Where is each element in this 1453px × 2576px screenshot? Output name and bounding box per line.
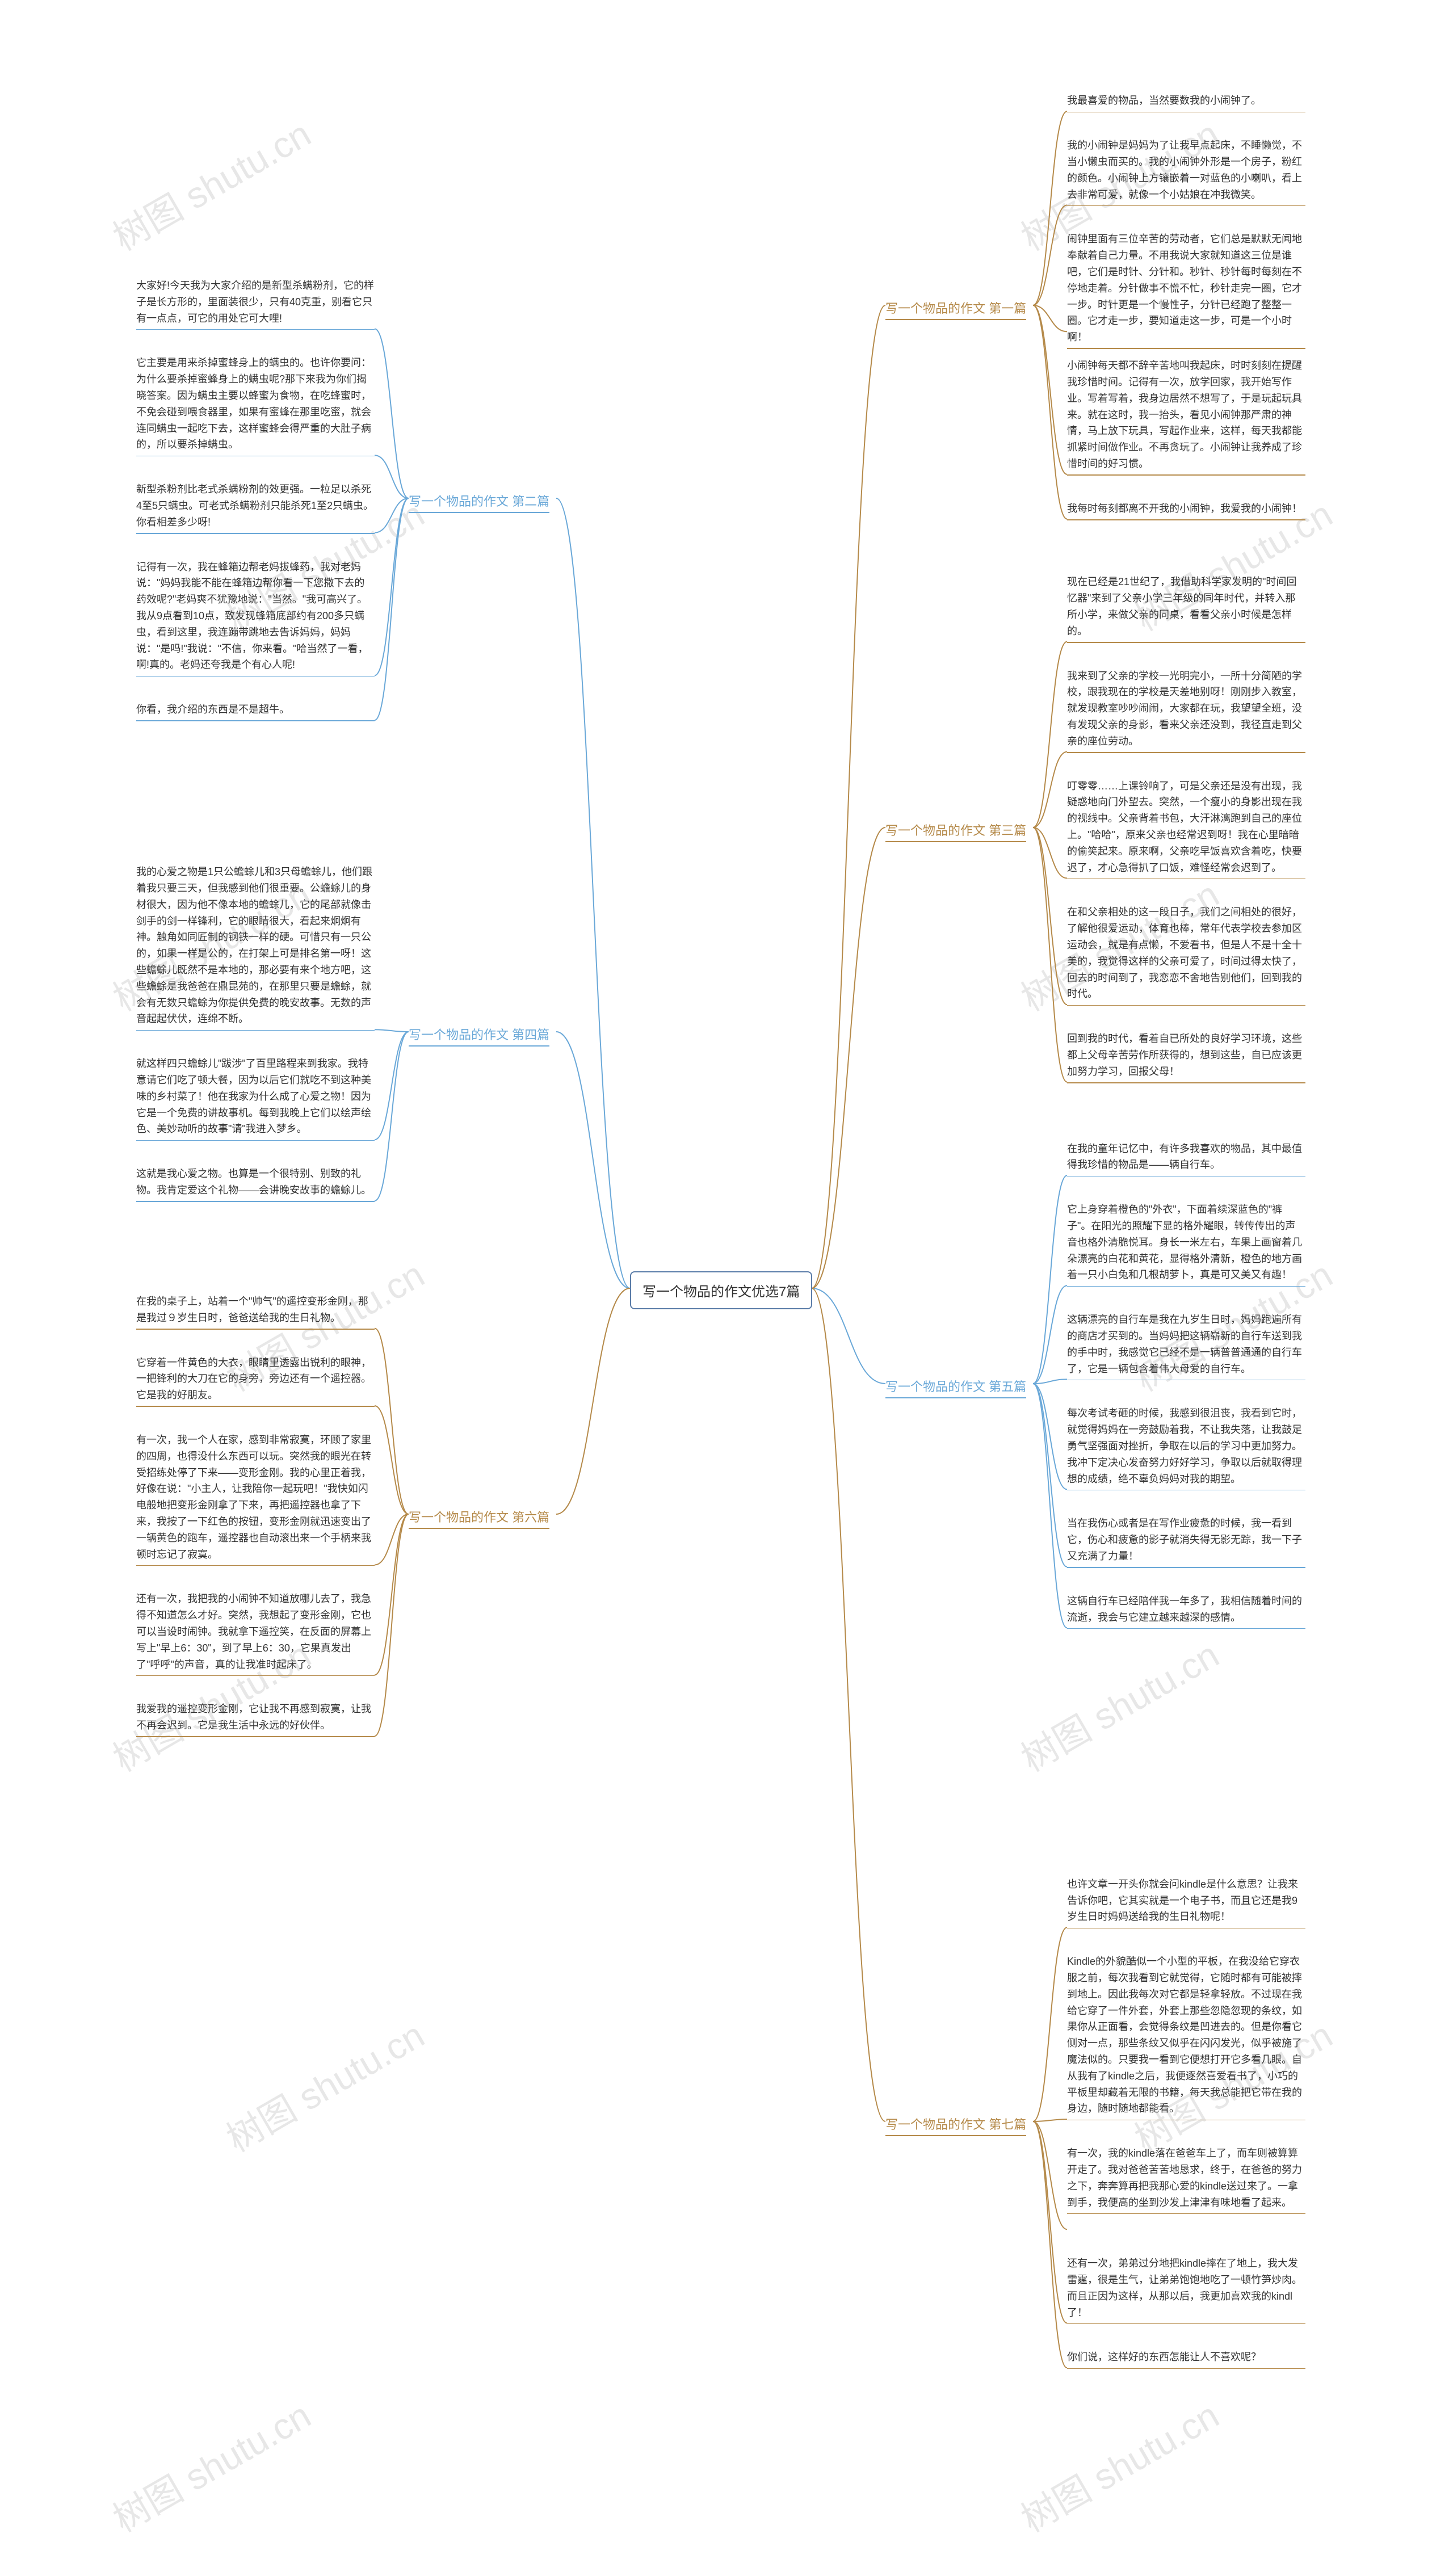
leaf-node: 这辆漂亮的自行车是我在九岁生日时，妈妈跑遍所有的商店才买到的。当妈妈把这辆崭新的…	[1067, 1308, 1305, 1380]
leaf-node: 每次考试考砸的时候，我感到很沮丧，我看到它时，就觉得妈妈在一旁鼓励着我，不让我失…	[1067, 1402, 1305, 1490]
leaf-node: 这就是我心爱之物。也算是一个很特别、别致的礼物。我肯定爱这个礼物——会讲晚安故事…	[136, 1162, 375, 1202]
leaf-node: 我来到了父亲的学校一光明完小，一所十分简陋的学校，跟我现在的学校是天差地别呀！刚…	[1067, 665, 1305, 753]
branch-b7: 写一个物品的作文 第七篇	[885, 2111, 1026, 2136]
leaf-node: 我每时每刻都离不开我的小闹钟，我爱我的小闹钟！	[1067, 497, 1305, 520]
leaf-node: 你们说，这样好的东西怎能让人不喜欢呢？	[1067, 2346, 1305, 2369]
branch-b1: 写一个物品的作文 第一篇	[885, 295, 1026, 320]
leaf-node: 还有一次，我把我的小闹钟不知道放哪儿去了，我急得不知道怎么才好。突然，我想起了变…	[136, 1587, 375, 1676]
leaf-node: 它上身穿着橙色的"外衣"，下面着续深蓝色的"裤子"。在阳光的照耀下显的格外耀眼，…	[1067, 1198, 1305, 1287]
leaf-node: 在我的桌子上，站着一个"帅气"的遥控变形金刚，那是我过９岁生日时，爸爸送给我的生…	[136, 1290, 375, 1330]
leaf-node: Kindle的外貌酷似一个小型的平板，在我没给它穿衣服之前，每次我看到它就觉得，…	[1067, 1950, 1305, 2120]
watermark: 树图 shutu.cn	[216, 2007, 432, 2162]
leaf-node: 小闹钟每天都不辞辛苦地叫我起床，时时刻刻在提醒我珍惜时间。记得有一次，放学回家，…	[1067, 354, 1305, 476]
leaf-node: 有一次，我一个人在家，感到非常寂寞，环顾了家里的四周，也得没什么东西可以玩。突然…	[136, 1428, 375, 1566]
leaf-node: 就这样四只蟾蜍儿"跋涉"了百里路程来到我家。我特意请它们吃了顿大餐，因为以后它们…	[136, 1052, 375, 1141]
leaf-node: 回到我的时代，看着自已所处的良好学习环境，这些都上父母辛苦劳作所获得的，想到这些…	[1067, 1027, 1305, 1083]
leaf-node: 我的心爱之物是1只公蟾蜍儿和3只母蟾蜍儿，他们跟着我只要三天，但我感到他们很重要…	[136, 860, 375, 1031]
branch-b3: 写一个物品的作文 第三篇	[885, 817, 1026, 842]
leaf-node: 我最喜爱的物品，当然要数我的小闹钟了。	[1067, 89, 1305, 112]
leaf-node: 还有一次，弟弟过分地把kindle摔在了地上，我大发雷霆，很是生气，让弟弟饱饱地…	[1067, 2252, 1305, 2324]
branch-b4: 写一个物品的作文 第四篇	[409, 1022, 549, 1047]
leaf-node: 在和父亲相处的这一段日子，我们之间相处的很好，了解他很爱运动，体育也棒，常年代表…	[1067, 901, 1305, 1006]
branch-b6: 写一个物品的作文 第六篇	[409, 1504, 549, 1529]
leaf-node: 在我的童年记忆中，有许多我喜欢的物品，其中最值得我珍惜的物品是——辆自行车。	[1067, 1137, 1305, 1177]
branch-b2: 写一个物品的作文 第二篇	[409, 488, 549, 513]
leaf-node: 有一次，我的kindle落在爸爸车上了，而车则被算算开走了。我对爸爸苦苦地恳求，…	[1067, 2142, 1305, 2214]
leaf-node: 也许文章一开头你就会问kindle是什么意思？让我来告诉你吧，它其实就是一个电子…	[1067, 1873, 1305, 1928]
root-node: 写一个物品的作文优选7篇	[630, 1271, 812, 1309]
leaf-node: 现在已经是21世纪了，我借助科学家发明的"时间回忆器"来到了父亲小学三年级的同年…	[1067, 570, 1305, 642]
branch-b5: 写一个物品的作文 第五篇	[885, 1373, 1026, 1398]
mindmap-canvas: 树图 shutu.cn 树图 shutu.cn 树图 shutu.cn 树图 shut…	[0, 0, 1453, 2576]
watermark: 树图 shutu.cn	[1010, 1627, 1227, 1782]
leaf-node: 这辆自行车已经陪伴我一年多了，我相信随着时间的流逝，我会与它建立越来越深的感情。	[1067, 1590, 1305, 1629]
leaf-node: 我爱我的遥控变形金刚，它让我不再感到寂寞，让我不再会迟到。它是我生活中永远的好伙…	[136, 1697, 375, 1737]
leaf-node: 它主要是用来杀掉蜜蜂身上的螨虫的。也许你要问：为什么要杀掉蜜蜂身上的螨虫呢?那下…	[136, 351, 375, 456]
leaf-node: 我的小闹钟是妈妈为了让我早点起床，不睡懒觉，不当小懒虫而买的。我的小闹钟外形是一…	[1067, 134, 1305, 206]
leaf-node: 当在我伤心或者是在写作业疲惫的时候，我一看到它，伤心和疲惫的影子就消失得无影无踪…	[1067, 1512, 1305, 1568]
leaf-node: 新型杀粉剂比老式杀螨粉剂的效更强。一粒足以杀死4至5只螨虫。可老式杀螨粉剂只能杀…	[136, 478, 375, 533]
watermark: 树图 shutu.cn	[1010, 2387, 1227, 2543]
leaf-node: 你看，我介绍的东西是不是超牛。	[136, 698, 375, 721]
watermark: 树图 shutu.cn	[102, 2387, 319, 2543]
leaf-node: 记得有一次，我在蜂箱边帮老妈拔蜂药，我对老妈说："妈妈我能不能在蜂箱边帮你看一下…	[136, 556, 375, 677]
leaf-node: 它穿着一件黄色的大衣，眼睛里透露出锐利的眼神，一把锋利的大刀在它的身旁，旁边还有…	[136, 1351, 375, 1407]
leaf-node: 叮零零……上课铃响了，可是父亲还是没有出现，我疑惑地向门外望去。突然，一个瘦小的…	[1067, 775, 1305, 880]
watermark: 树图 shutu.cn	[102, 106, 319, 261]
leaf-node: 闹钟里面有三位辛苦的劳动者，它们总是默默无闻地奉献着自己力量。不用我说大家就知道…	[1067, 228, 1305, 349]
leaf-node: 大家好!今天我为大家介绍的是新型杀螨粉剂，它的样子是长方形的，里面装很少，只有4…	[136, 274, 375, 330]
